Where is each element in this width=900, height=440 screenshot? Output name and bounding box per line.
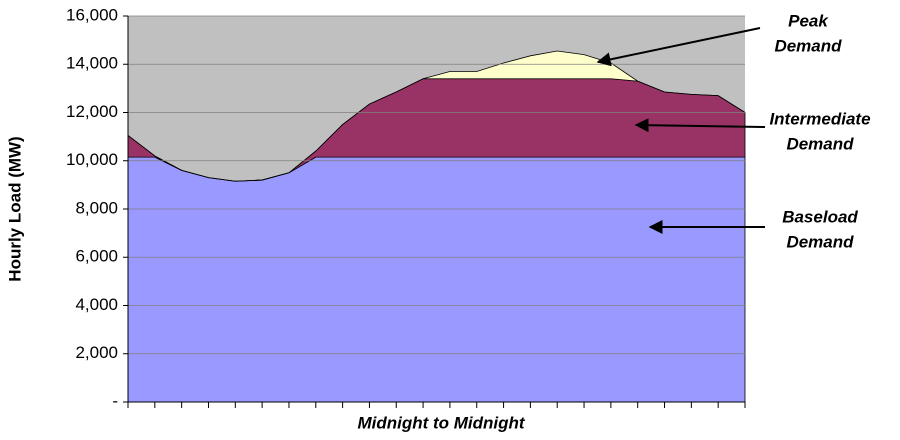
y-axis-title: Hourly Load (MW) (5, 136, 24, 281)
annotation: Demand (786, 134, 854, 153)
annotation: Demand (774, 36, 842, 55)
annotation-arrow (634, 118, 766, 133)
annotation: Peak (788, 11, 829, 30)
y-tick-label: 16,000 (66, 5, 118, 24)
y-tick-label: 8,000 (75, 198, 118, 217)
y-tick-label: 14,000 (66, 54, 118, 73)
area (127, 156, 746, 403)
y-tick-label: 6,000 (75, 247, 118, 266)
annotation: Intermediate (769, 109, 870, 128)
annotation-arrow (596, 27, 761, 67)
y-tick-label: 10,000 (66, 150, 118, 169)
y-tick-label: 2,000 (75, 343, 118, 362)
x-axis-title: Midnight to Midnight (357, 413, 525, 432)
y-tick-label: - (112, 391, 118, 410)
annotation: Baseload (782, 207, 858, 226)
y-tick-label: 4,000 (75, 295, 118, 314)
y-tick-label: 12,000 (66, 102, 118, 121)
annotation: Demand (786, 232, 854, 251)
